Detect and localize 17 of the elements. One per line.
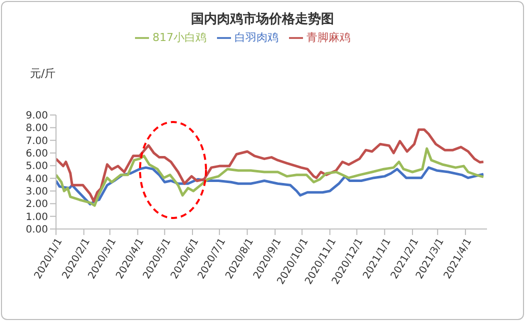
line-series <box>56 147 485 207</box>
y-tick-label: 2.00 <box>26 199 48 210</box>
line-series <box>56 128 485 202</box>
y-tick-label: 9.00 <box>26 110 48 122</box>
chart-title: 国内肉鸡市场价格走势图 <box>190 10 335 28</box>
y-axis-title: 元/斤 <box>30 66 56 81</box>
legend-label: 青脚麻鸡 <box>306 31 350 44</box>
y-tick-label: 7.00 <box>26 136 48 147</box>
y-tick-label: 0.00 <box>26 224 48 236</box>
y-tick-label: 4.00 <box>26 174 48 185</box>
y-tick-label: 5.00 <box>26 161 48 172</box>
y-tick-label: 1.00 <box>26 212 48 223</box>
y-tick-label: 6.00 <box>26 148 48 160</box>
y-tick-label: 8.00 <box>26 123 48 134</box>
legend-label: 817小白鸡 <box>152 31 206 44</box>
legend-label: 白羽肉鸡 <box>234 31 278 44</box>
y-tick-label: 3.00 <box>26 186 48 198</box>
